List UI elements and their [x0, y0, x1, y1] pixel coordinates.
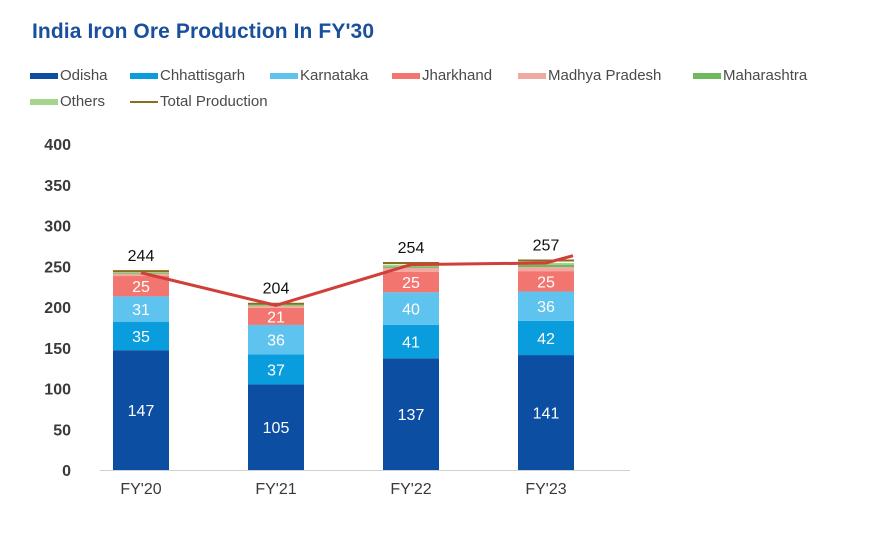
- bar-segment-maharashtra: [518, 264, 574, 268]
- data-label-jharkhand: 25: [402, 275, 420, 292]
- legend-label: Odisha: [60, 67, 108, 84]
- y-tick-label: 350: [44, 178, 71, 195]
- x-tick-label: FY'21: [255, 481, 296, 498]
- legend-item-chhattisgarh: Chhattisgarh: [130, 67, 245, 84]
- bar-segment-chhattisgarh: [248, 354, 304, 385]
- legend-swatch: [392, 72, 420, 79]
- data-label-chhattisgarh: 35: [132, 329, 150, 346]
- legend-swatch: [693, 72, 721, 79]
- total-label: 244: [128, 248, 155, 265]
- data-label-odisha: 137: [398, 407, 425, 424]
- data-label-karnataka: 36: [267, 333, 285, 350]
- data-label-odisha: 105: [263, 420, 290, 437]
- total-label: 257: [533, 238, 560, 255]
- data-label-chhattisgarh: 41: [402, 335, 420, 352]
- data-label-jharkhand: 25: [537, 274, 555, 291]
- total-label: 254: [398, 240, 425, 257]
- legend-item-others: Others: [30, 93, 105, 110]
- legend-label: Maharashtra: [723, 67, 808, 84]
- bar-segment-chhattisgarh: [113, 321, 169, 351]
- bar-segment-jharkhand: [248, 307, 304, 325]
- bar-segment-maharashtra: [383, 266, 439, 268]
- bar-segment-madhya-pradesh: [383, 267, 439, 272]
- data-label-karnataka: 31: [132, 302, 150, 319]
- bar-segment-karnataka: [518, 291, 574, 321]
- legend-item-madhya-pradesh: Madhya Pradesh: [518, 67, 661, 84]
- legend-swatch: [130, 72, 158, 79]
- legend-swatch: [30, 72, 58, 79]
- bar-segment-jharkhand: [113, 276, 169, 297]
- bar-segment-odisha: [383, 358, 439, 470]
- bar-segment-odisha: [518, 355, 574, 470]
- y-tick-label: 100: [44, 382, 71, 399]
- bar-segment-others: [113, 271, 169, 273]
- y-tick-label: 50: [53, 422, 71, 439]
- y-tick-label: 300: [44, 219, 71, 236]
- y-tick-label: 200: [44, 300, 71, 317]
- bar-segment-odisha: [248, 384, 304, 470]
- chart-title: India Iron Ore Production In FY'30: [32, 20, 375, 43]
- x-tick-label: FY'23: [525, 481, 566, 498]
- bar-segment-karnataka: [248, 324, 304, 355]
- y-tick-label: 400: [44, 137, 71, 154]
- data-label-chhattisgarh: 37: [267, 362, 285, 379]
- data-label-odisha: 141: [533, 406, 560, 423]
- legend-item-karnataka: Karnataka: [270, 67, 368, 84]
- legend-swatch: [30, 98, 58, 105]
- data-label-odisha: 147: [128, 403, 155, 420]
- bar-segment-jharkhand: [518, 271, 574, 292]
- legend-swatch: [270, 72, 298, 79]
- legend-label: Others: [60, 93, 106, 110]
- x-tick-label: FY'20: [120, 481, 161, 498]
- y-tick-label: 250: [44, 259, 71, 276]
- legend-item-jharkhand: Jharkhand: [392, 67, 492, 84]
- data-label-jharkhand: 25: [132, 279, 150, 296]
- bar-segment-karnataka: [113, 296, 169, 322]
- data-label-chhattisgarh: 42: [537, 331, 555, 348]
- legend-item-total-production: Total Production: [130, 93, 268, 110]
- bar-segment-chhattisgarh: [518, 320, 574, 356]
- y-tick-label: 150: [44, 341, 71, 358]
- legend-item-maharashtra: Maharashtra: [693, 67, 807, 84]
- legend-swatch: [518, 72, 546, 79]
- bar-segment-madhya-pradesh: [518, 267, 574, 272]
- bar-segment-jharkhand: [383, 271, 439, 293]
- x-tick-label: FY'22: [390, 481, 431, 498]
- legend-label: Total Production: [160, 93, 268, 110]
- bar-segment-chhattisgarh: [383, 324, 439, 359]
- legend-item-odisha: Odisha: [30, 67, 108, 84]
- data-label-jharkhand: 21: [267, 309, 285, 326]
- bar-segment-madhya-pradesh: [113, 273, 169, 277]
- data-label-karnataka: 40: [402, 302, 420, 319]
- bar-segment-odisha: [113, 350, 169, 470]
- legend-label: Madhya Pradesh: [548, 67, 662, 84]
- legend-label: Chhattisgarh: [160, 67, 246, 84]
- total-label: 204: [263, 281, 290, 298]
- legend-swatch: [130, 100, 158, 103]
- bar-segment-madhya-pradesh: [248, 306, 304, 308]
- y-tick-label: 0: [62, 463, 71, 480]
- legend-label: Jharkhand: [422, 67, 493, 84]
- data-label-karnataka: 36: [537, 299, 555, 316]
- legend-label: Karnataka: [300, 67, 369, 84]
- trend-line: [140, 254, 574, 307]
- bar-segment-karnataka: [383, 292, 439, 325]
